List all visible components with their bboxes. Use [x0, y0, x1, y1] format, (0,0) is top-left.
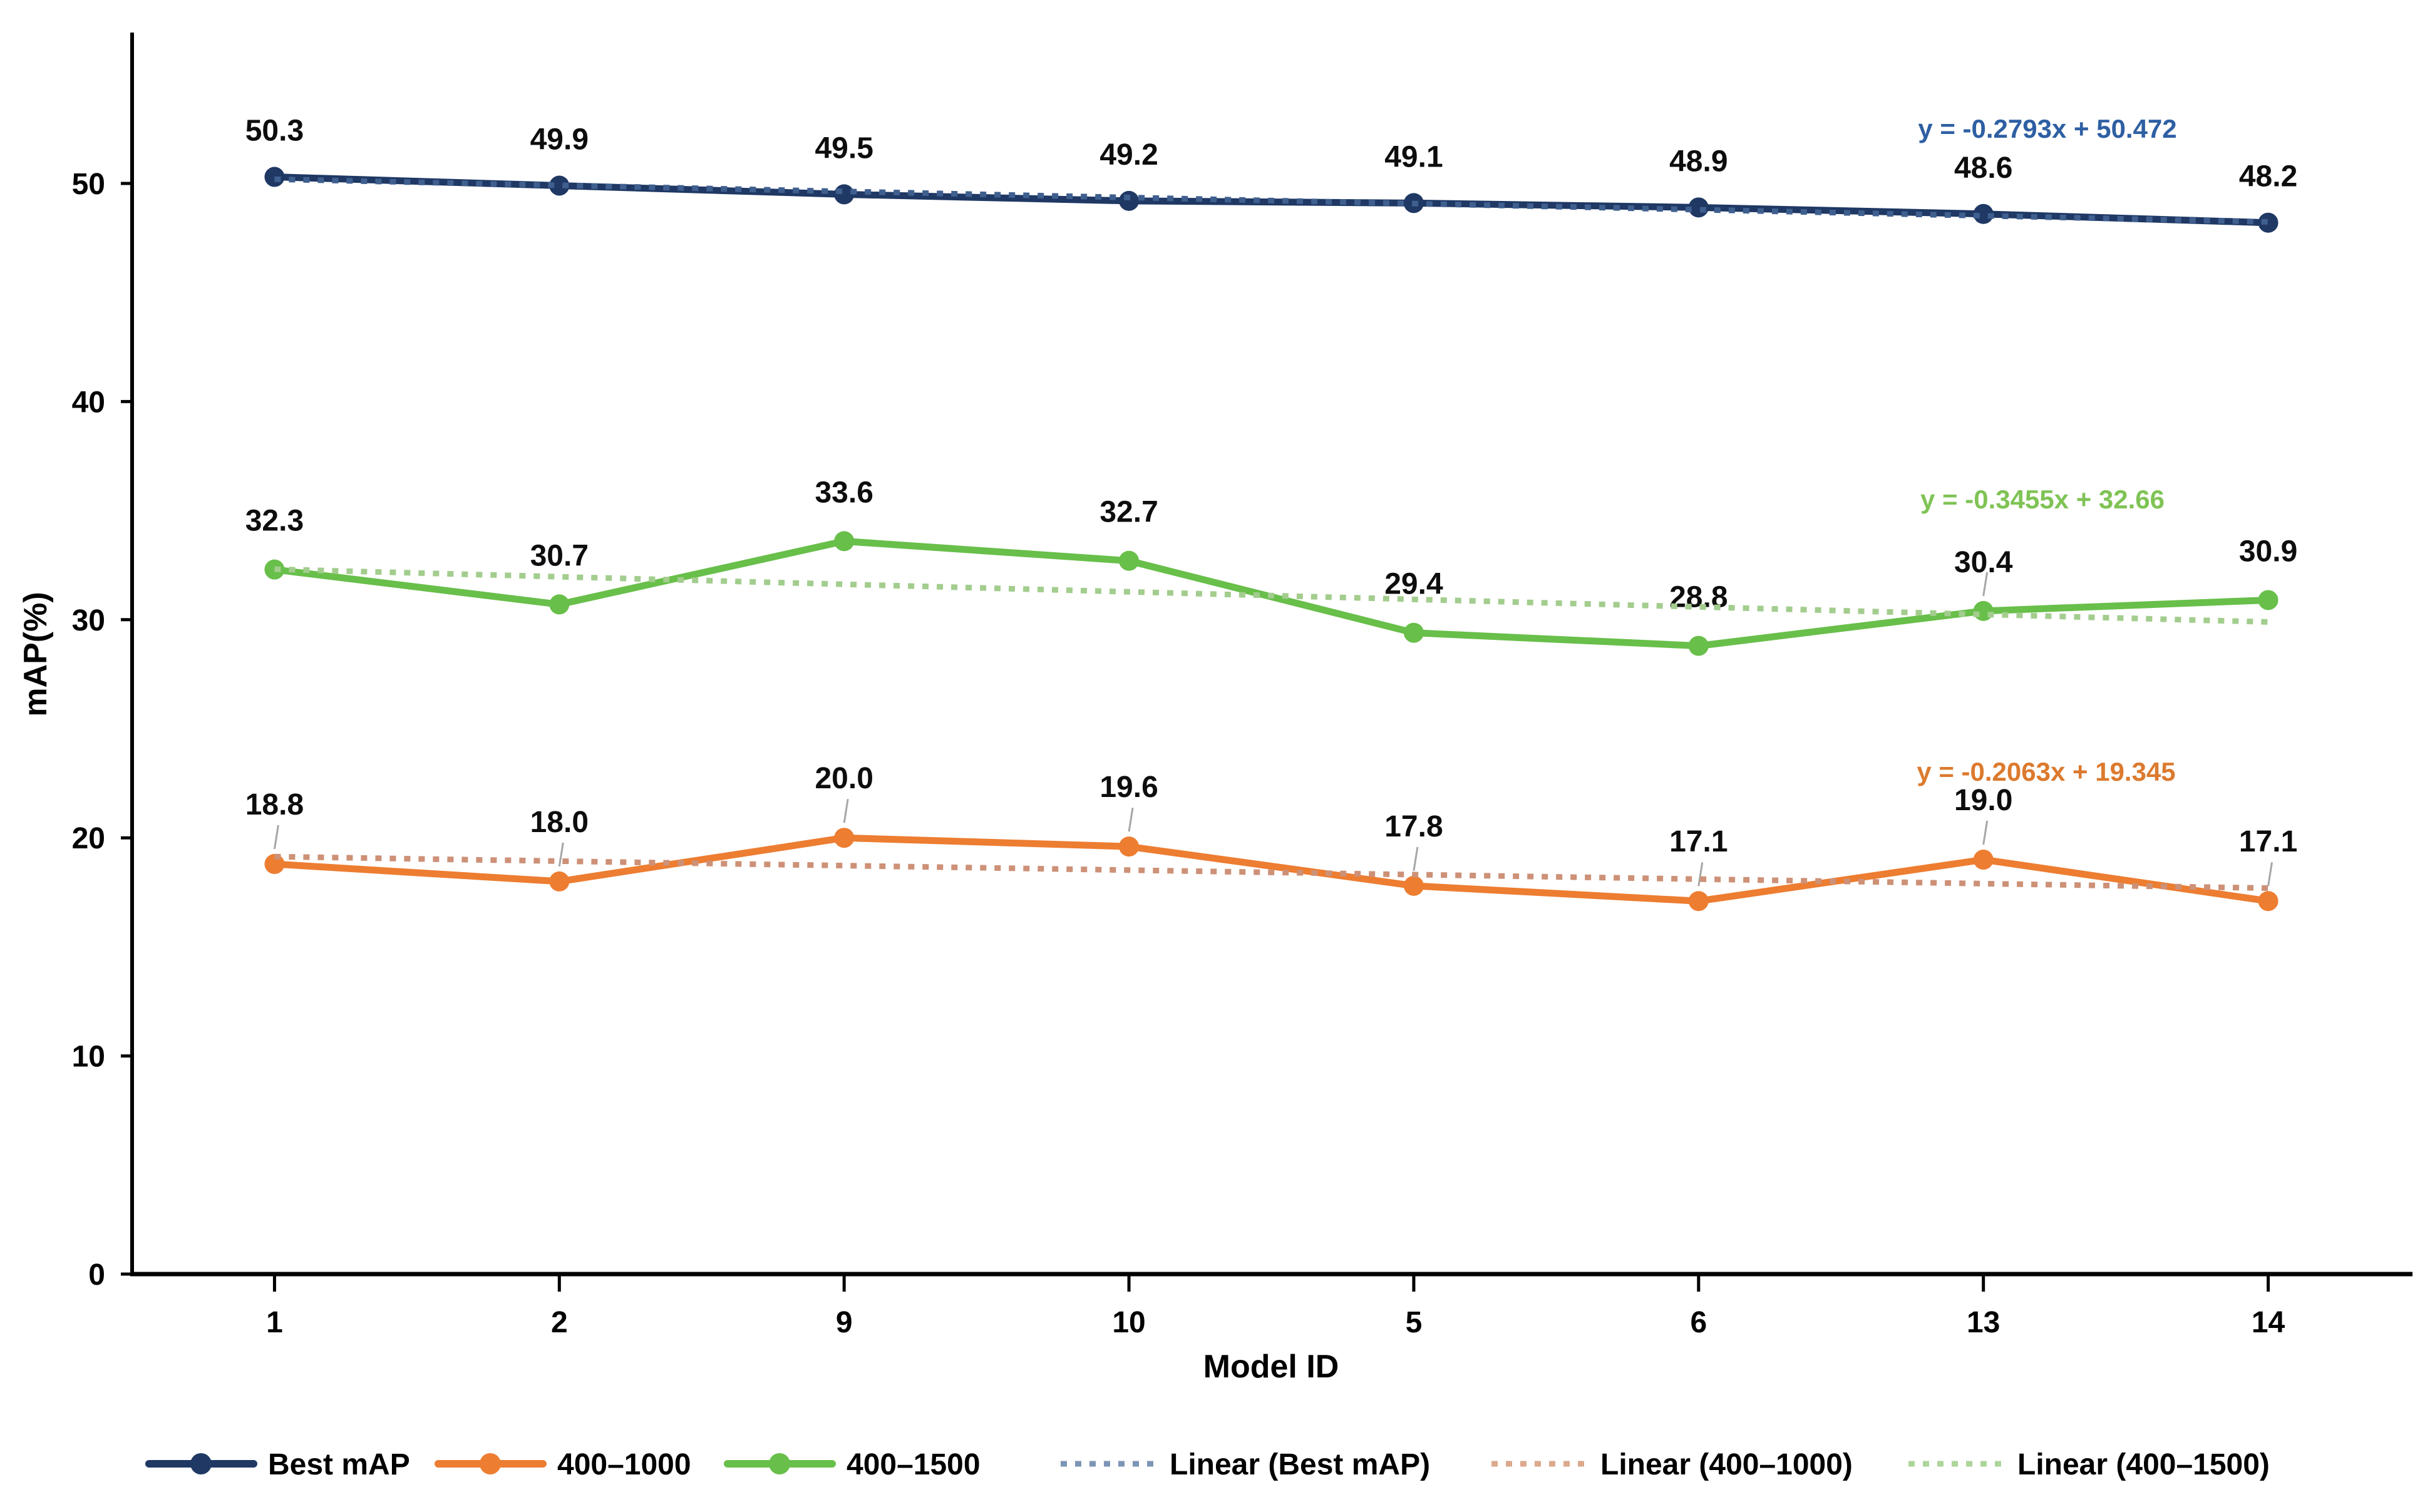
data-point-label: 50.3 — [245, 115, 304, 148]
legend-label: Linear (400–1000) — [1600, 1448, 1853, 1481]
data-label-leader-line — [1128, 807, 1134, 832]
data-point-label: 18.0 — [530, 806, 589, 839]
data-label-leader-line — [843, 798, 849, 823]
data-point-marker — [1119, 190, 1140, 211]
data-point-marker — [549, 594, 570, 615]
plot-area: 0 10 20 30 40 50 1 2 9 10 5 6 13 14 50.3 49.9 49.5 49.2 49… — [72, 115, 2298, 1339]
data-point-label: 17.1 — [2239, 825, 2297, 858]
x-tick-label: 14 — [2252, 1306, 2285, 1339]
data-point-label: 48.9 — [1669, 145, 1727, 178]
data-point-marker — [1688, 891, 1709, 912]
data-point-marker — [264, 167, 285, 187]
legend-label: Best mAP — [268, 1448, 410, 1481]
legend-item-linear-best-map: Linear (Best mAP) — [1061, 1448, 1430, 1481]
data-point-label: 17.1 — [1669, 825, 1727, 858]
data-point-marker — [2258, 891, 2278, 912]
data-point-marker — [1973, 850, 1994, 870]
legend-item-linear-400-1500: Linear (400–1500) — [1908, 1448, 2270, 1481]
data-point-label: 17.8 — [1384, 810, 1443, 843]
data-point-label: 30.4 — [1954, 546, 2013, 579]
legend-item-400-1500: 400–1500 — [724, 1448, 981, 1481]
legend-item-best-map: Best mAP — [145, 1448, 410, 1481]
data-point-label: 20.0 — [815, 762, 873, 795]
data-point-label: 33.6 — [815, 476, 873, 509]
y-axis-title: mAP(%) — [18, 592, 54, 716]
data-point-label: 19.0 — [1954, 784, 2012, 817]
y-tick-label: 30 — [72, 604, 105, 637]
x-tick-label: 5 — [1406, 1306, 1423, 1339]
data-point-label: 18.8 — [245, 788, 304, 821]
data-point-label: 49.2 — [1099, 138, 1158, 172]
y-tick-label: 40 — [72, 386, 105, 419]
legend-swatch-marker — [769, 1453, 790, 1474]
legend-label: 400–1000 — [557, 1448, 691, 1481]
data-point-marker — [1403, 875, 1424, 896]
data-point-label: 49.5 — [815, 131, 873, 165]
x-tick-label: 13 — [1967, 1306, 2000, 1339]
trendline-Linear (400–1000) — [274, 853, 2268, 892]
data-point-label: 19.6 — [1099, 771, 1158, 804]
data-point-marker — [1119, 836, 1140, 857]
legend-label: 400–1500 — [847, 1448, 981, 1481]
data-point-label: 30.7 — [530, 539, 589, 572]
x-tick-label: 10 — [1112, 1306, 1145, 1339]
data-point-marker — [1973, 203, 1994, 224]
data-point-marker — [2258, 212, 2278, 233]
x-tick-label: 1 — [266, 1306, 283, 1339]
data-point-marker — [549, 871, 570, 892]
data-label-leader-line — [1697, 862, 1704, 887]
data-label-leader-line — [2267, 862, 2273, 887]
x-tick-label: 6 — [1690, 1306, 1707, 1339]
data-point-label: 49.9 — [530, 123, 589, 156]
data-point-label: 32.7 — [1099, 496, 1158, 529]
data-point-label: 49.1 — [1384, 140, 1443, 173]
data-point-label: 48.6 — [1954, 152, 2012, 185]
y-tick-label: 20 — [72, 822, 105, 855]
legend-item-linear-400-1000: Linear (400–1000) — [1491, 1448, 1853, 1481]
legend-swatch-marker — [480, 1453, 501, 1474]
x-axis-title: Model ID — [1203, 1349, 1339, 1385]
y-tick-label: 0 — [88, 1258, 105, 1292]
data-point-marker — [2258, 590, 2278, 610]
y-tick-label: 50 — [72, 168, 105, 201]
data-point-marker — [549, 175, 570, 196]
trendline-Linear (Best mAP) — [274, 176, 2268, 225]
legend-item-400-1000: 400–1000 — [435, 1448, 691, 1481]
legend-label: Linear (Best mAP) — [1170, 1448, 1430, 1481]
data-label-leader-line — [1413, 846, 1419, 872]
trendline-equation-400-1000: y = -0.2063x + 19.345 — [1917, 757, 2175, 786]
trendline-equation-400-1500: y = -0.3455x + 32.66 — [1920, 485, 2165, 514]
data-point-marker — [1688, 635, 1709, 656]
data-point-marker — [1119, 550, 1140, 571]
data-label-leader-line — [558, 842, 564, 867]
data-label-leader-line — [1982, 820, 1989, 845]
series-line-400–1000 — [270, 834, 2272, 905]
data-point-marker — [834, 531, 855, 552]
data-point-label: 48.2 — [2239, 160, 2297, 193]
trendline-equation-best-map: y = -0.2793x + 50.472 — [1918, 114, 2176, 143]
legend: Best mAP 400–1000 400–1500 Linear (Best … — [145, 1448, 2270, 1481]
data-point-label: 32.3 — [245, 505, 304, 538]
data-point-marker — [834, 828, 855, 848]
x-tick-label: 9 — [836, 1306, 853, 1339]
data-label-leader-line — [1982, 572, 1989, 597]
data-point-label: 29.4 — [1384, 568, 1443, 601]
trendline-Linear (400–1500) — [274, 566, 2268, 625]
data-point-marker — [1973, 600, 1994, 621]
data-point-marker — [1403, 622, 1424, 643]
data-label-leader-line — [273, 825, 279, 850]
legend-label: Linear (400–1500) — [2017, 1448, 2270, 1481]
x-tick-label: 2 — [551, 1306, 568, 1339]
y-tick-label: 10 — [72, 1041, 105, 1074]
legend-swatch-marker — [190, 1453, 212, 1474]
data-point-label: 30.9 — [2239, 535, 2297, 568]
